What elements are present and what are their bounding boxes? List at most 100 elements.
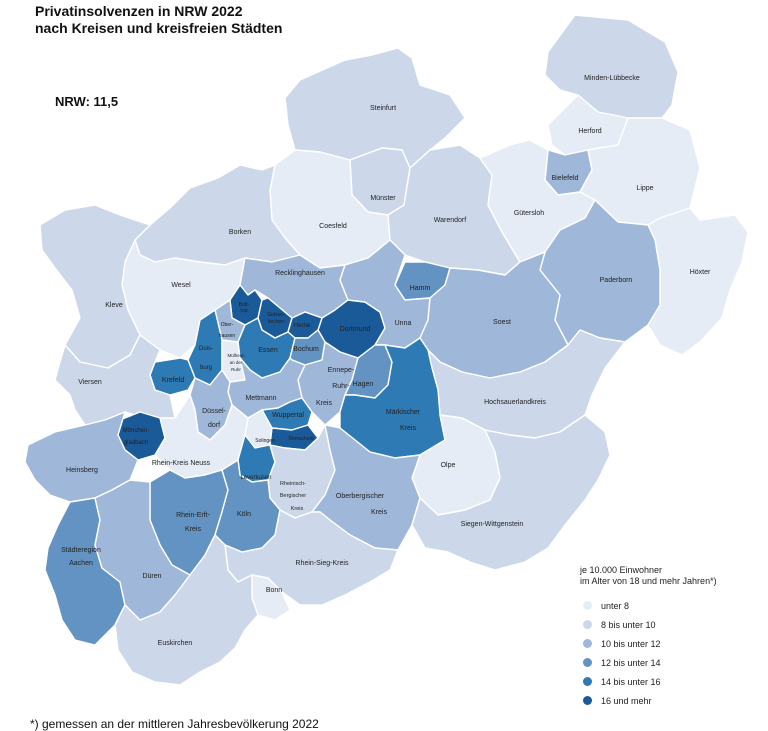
legend-label: 14 bis unter 16	[601, 676, 661, 687]
label-krefeld: Krefeld	[162, 377, 184, 384]
label-muenster: Münster	[370, 195, 396, 202]
label-aachen-1: Städteregion	[61, 547, 101, 554]
label-herne: Herne	[294, 323, 311, 329]
footnote: *) gemessen an der mittleren Jahresbevöl…	[30, 717, 319, 731]
legend-label: unter 8	[601, 600, 630, 611]
nrw-average: NRW: 11,5	[55, 94, 119, 109]
title-line-1: Privatinsolvenzen in NRW 2022	[35, 3, 243, 19]
map-legend: je 10.000 Einwohner im Alter von 18 und …	[580, 565, 717, 710]
label-duisburg-2: burg	[200, 365, 212, 371]
label-leverkusen: Leverkusen	[240, 475, 271, 481]
label-enneperuhr-3: Kreis	[316, 400, 332, 407]
region-hoexter[interactable]	[647, 207, 749, 356]
label-muelheim-2: an der	[230, 360, 243, 365]
legend-swatch	[583, 696, 592, 705]
region-heinsberg[interactable]	[24, 411, 139, 503]
label-hochsauerland: Hochsauerlandkreis	[484, 399, 546, 406]
label-duisburg-1: Duis-	[199, 346, 213, 352]
label-hagen: Hagen	[353, 381, 374, 388]
region-minden[interactable]	[544, 14, 679, 119]
label-bochum: Bochum	[293, 346, 319, 353]
label-warendorf: Warendorf	[434, 217, 466, 224]
label-olpe: Olpe	[441, 462, 456, 469]
legend-item: 14 bis unter 16	[580, 672, 717, 691]
label-dueren: Düren	[142, 573, 161, 580]
label-maerkischer-2: Kreis	[400, 425, 416, 432]
label-wuppertal: Wuppertal	[272, 412, 304, 419]
label-viersen: Viersen	[78, 379, 102, 386]
label-duesseldorf-1: Düssel-	[202, 408, 226, 415]
title-line-2: nach Kreisen und kreisfreien Städten	[35, 20, 283, 36]
label-aachen-2: Aachen	[69, 560, 93, 567]
region-siegen[interactable]	[411, 414, 611, 571]
region-euskirchen[interactable]	[114, 534, 259, 686]
legend-heading: je 10.000 Einwohner im Alter von 18 und …	[580, 565, 717, 587]
label-guetersloh: Gütersloh	[514, 210, 544, 217]
label-recklinghausen: Recklinghausen	[275, 270, 325, 277]
label-steinfurt: Steinfurt	[370, 105, 396, 112]
legend-label: 12 bis unter 14	[601, 657, 661, 668]
legend-item: 8 bis unter 10	[580, 615, 717, 634]
label-mgladbach-1: Mönchen-	[123, 428, 150, 434]
legend-heading-line-2: im Alter von 18 und mehr Jahren*)	[580, 576, 717, 586]
label-kleve: Kleve	[105, 302, 123, 309]
legend-item: 12 bis unter 14	[580, 653, 717, 672]
label-wesel: Wesel	[171, 282, 191, 289]
legend-label: 8 bis unter 10	[601, 619, 656, 630]
label-rheinberg-3: Kreis	[291, 506, 304, 512]
label-paderborn: Paderborn	[600, 277, 633, 284]
label-rheinkreisneuss: Rhein-Kreis Neuss	[152, 460, 211, 467]
label-dortmund: Dortmund	[340, 326, 371, 333]
label-borken: Borken	[229, 229, 251, 236]
label-enneperuhr-2: Ruhr-	[332, 383, 350, 390]
label-rheinerft-1: Rhein-Erft-	[176, 512, 211, 519]
label-gelsenkirchen-2: kirchen	[268, 319, 284, 325]
label-koeln: Köln	[237, 511, 251, 518]
label-mgladbach-2: gladbach	[124, 440, 148, 446]
label-oberhausen-2: hausen	[219, 333, 236, 339]
label-essen: Essen	[258, 347, 278, 354]
label-oberberg-2: Kreis	[371, 509, 387, 516]
legend-heading-line-1: je 10.000 Einwohner	[580, 565, 663, 575]
label-bonn: Bonn	[266, 587, 282, 594]
legend-item: 10 bis unter 12	[580, 634, 717, 653]
label-enneperuhr-1: Ennepe-	[328, 367, 355, 374]
label-soest: Soest	[493, 319, 511, 326]
label-heinsberg: Heinsberg	[66, 467, 98, 474]
label-bielefeld: Bielefeld	[552, 175, 579, 182]
label-unna: Unna	[395, 320, 412, 327]
label-rheinberg-1: Rheinisch-	[280, 481, 306, 487]
label-lippe: Lippe	[636, 185, 653, 192]
map-title: Privatinsolvenzen in NRW 2022 nach Kreis…	[35, 3, 282, 37]
region-labels: Minden-Lübbecke Steinfurt Herford Bielef…	[61, 75, 711, 647]
label-hamm: Hamm	[410, 285, 431, 292]
label-rheinberg-2: Bergischer	[280, 493, 306, 499]
legend-label: 10 bis unter 12	[601, 638, 661, 649]
legend-swatch	[583, 658, 592, 667]
label-maerkischer-1: Märkischer	[386, 409, 421, 416]
label-remscheid: Remscheid	[288, 436, 313, 442]
legend-label: 16 und mehr	[601, 695, 652, 706]
label-herford: Herford	[578, 128, 601, 135]
label-muelheim-3: Ruhr	[231, 367, 241, 372]
label-siegen: Siegen-Wittgenstein	[461, 521, 524, 528]
legend-swatch	[583, 601, 592, 610]
label-bottrop-1: Bott-	[239, 302, 250, 308]
legend-item: unter 8	[580, 596, 717, 615]
label-mettmann: Mettmann	[245, 395, 276, 402]
label-minden: Minden-Lübbecke	[584, 75, 640, 82]
label-oberhausen-1: Ober-	[221, 322, 234, 328]
legend-item: 16 und mehr	[580, 691, 717, 710]
label-euskirchen: Euskirchen	[158, 640, 193, 647]
label-coesfeld: Coesfeld	[319, 223, 347, 230]
label-bottrop-2: rop	[240, 308, 247, 314]
label-hoexter: Höxter	[690, 269, 711, 276]
legend-swatch	[583, 677, 592, 686]
label-oberberg-1: Oberbergischer	[336, 493, 385, 500]
label-rheinerft-2: Kreis	[185, 526, 201, 533]
label-duesseldorf-2: dorf	[208, 422, 220, 429]
legend-swatch	[583, 639, 592, 648]
legend-swatch	[583, 620, 592, 629]
label-muelheim-1: Mülheim	[227, 353, 244, 358]
